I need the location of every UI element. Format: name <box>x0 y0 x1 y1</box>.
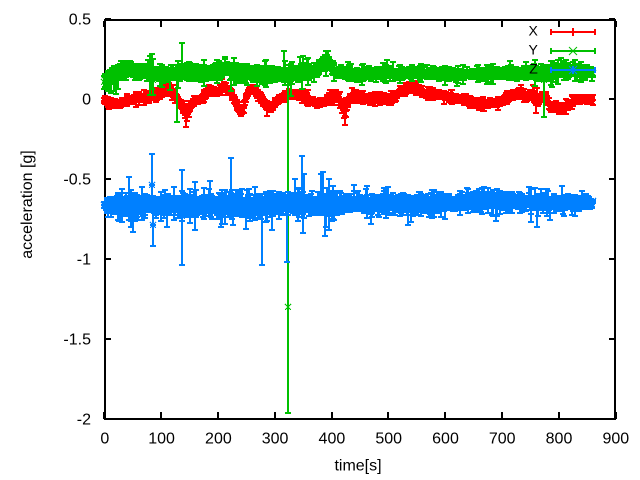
svg-text:Z: Z <box>529 61 538 77</box>
svg-text:300: 300 <box>262 431 289 448</box>
svg-text:-1: -1 <box>77 252 91 269</box>
svg-text:0: 0 <box>82 92 91 109</box>
svg-text:acceleration [g]: acceleration [g] <box>19 150 36 259</box>
svg-text:-0.5: -0.5 <box>63 172 91 189</box>
svg-text:200: 200 <box>205 431 232 448</box>
svg-text:0: 0 <box>100 431 109 448</box>
svg-text:400: 400 <box>319 431 346 448</box>
svg-text:800: 800 <box>546 431 573 448</box>
svg-text:500: 500 <box>375 431 402 448</box>
svg-text:900: 900 <box>602 431 629 448</box>
svg-text:X: X <box>528 23 538 39</box>
svg-text:600: 600 <box>432 431 459 448</box>
svg-text:time[s]: time[s] <box>334 458 381 475</box>
svg-text:700: 700 <box>489 431 516 448</box>
svg-text:-2: -2 <box>77 412 91 429</box>
svg-text:Y: Y <box>528 42 538 58</box>
svg-text:100: 100 <box>148 431 175 448</box>
svg-text:0.5: 0.5 <box>69 12 91 29</box>
svg-text:-1.5: -1.5 <box>63 332 91 349</box>
